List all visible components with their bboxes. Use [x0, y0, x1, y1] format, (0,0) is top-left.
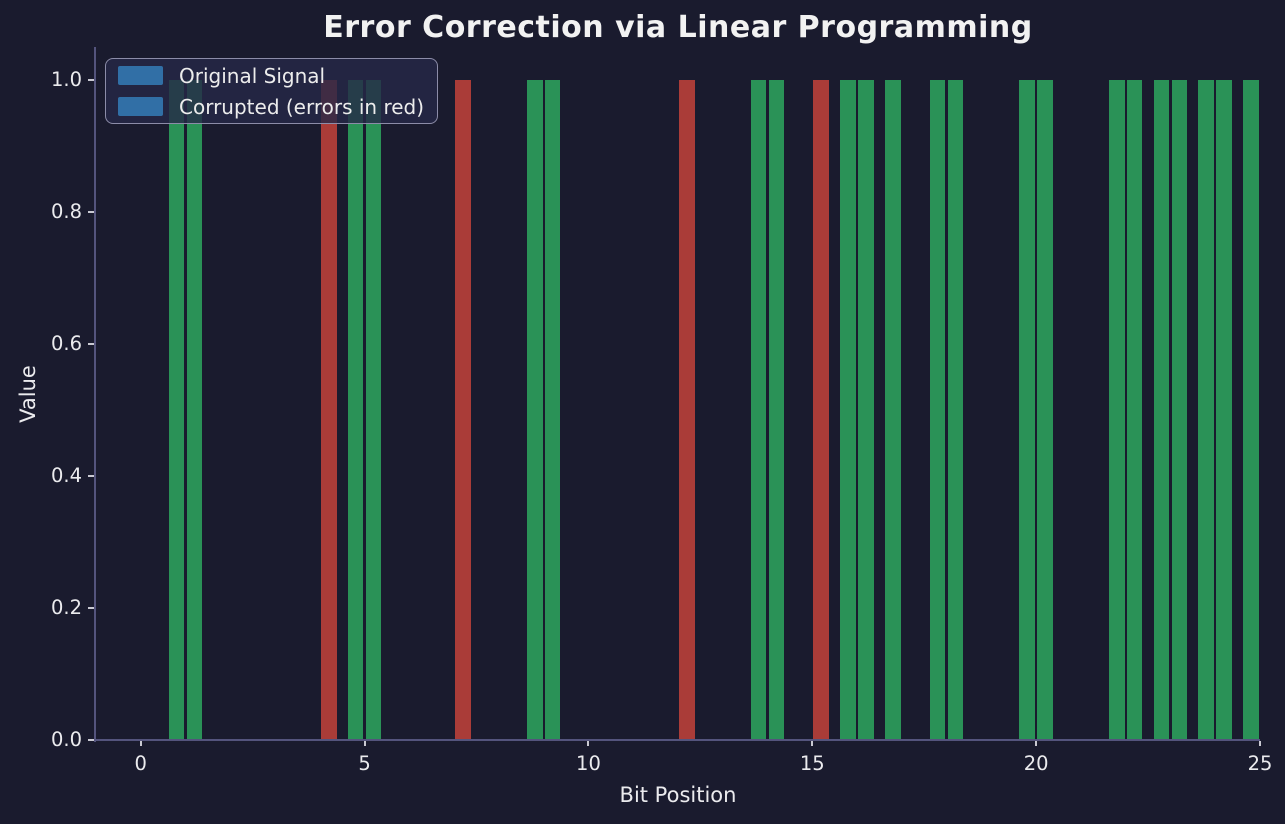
chart-title: Error Correction via Linear Programming: [323, 10, 1033, 45]
bar-corrupted-1: [186, 80, 203, 740]
x-tick-mark-25: [1259, 741, 1261, 746]
bar-corrupted-18: [947, 80, 964, 740]
bar-corrupted-23: [1171, 80, 1188, 740]
bar-corrupted-7: [455, 80, 471, 740]
y-tick-mark-0.6: [88, 343, 94, 345]
legend: Original Signal Corrupted (errors in red…: [105, 58, 438, 124]
y-axis-label: Value: [16, 365, 40, 423]
bar-original-25: [1243, 80, 1259, 740]
y-tick-label-0.8: 0.8: [50, 200, 82, 223]
legend-label-original: Original Signal: [179, 63, 326, 88]
y-tick-label-1: 1.0: [50, 68, 82, 91]
bar-corrupted-14: [768, 80, 785, 740]
legend-swatch-icon: [118, 66, 163, 85]
bar-corrupted-12: [679, 80, 695, 740]
y-tick-mark-0.4: [88, 475, 94, 477]
bar-original-18: [929, 80, 946, 740]
x-tick-mark-20: [1035, 741, 1038, 746]
bar-original-22: [1108, 80, 1125, 740]
bar-corrupted-4: [321, 80, 337, 740]
y-tick-mark-1: [88, 79, 94, 81]
bar-original-14: [750, 80, 767, 740]
y-tick-label-0: 0.0: [50, 728, 82, 751]
legend-label-corrupted: Corrupted (errors in red): [179, 94, 425, 119]
y-tick-label-0.2: 0.2: [50, 596, 82, 619]
y-tick-mark-0: [88, 739, 94, 741]
bar-corrupted-15: [813, 80, 830, 740]
bar-original-24: [1198, 80, 1215, 740]
y-tick-mark-0.8: [88, 211, 94, 213]
bar-corrupted-20: [1037, 80, 1053, 740]
bar-corrupted-9: [544, 80, 561, 740]
x-tick-label-10: 10: [576, 752, 601, 775]
x-tick-label-25: 25: [1247, 752, 1273, 775]
legend-row-original: Original Signal: [118, 64, 425, 88]
y-tick-label-0.6: 0.6: [50, 332, 82, 355]
bar-original-17: [885, 80, 901, 740]
y-tick-label-0.4: 0.4: [50, 464, 82, 487]
bar-original-16: [840, 80, 856, 740]
bar-corrupted-22: [1126, 80, 1143, 740]
x-tick-label-15: 15: [799, 752, 825, 775]
y-axis-spine: [94, 47, 96, 742]
x-axis-spine: [94, 739, 1260, 741]
bar-corrupted-5: [365, 80, 382, 740]
bar-corrupted-24: [1216, 80, 1232, 740]
x-tick-label-0: 0: [134, 752, 147, 775]
bar-original-5: [347, 80, 364, 740]
x-tick-mark-10: [587, 741, 590, 746]
bar-original-20: [1019, 80, 1036, 740]
bar-corrupted-16: [858, 80, 874, 740]
y-tick-mark-0.2: [88, 607, 94, 609]
x-tick-mark-5: [363, 741, 366, 746]
x-tick-label-20: 20: [1023, 752, 1049, 775]
x-tick-mark-15: [811, 741, 814, 746]
bar-original-1: [168, 80, 185, 740]
plot-area: [96, 47, 1260, 740]
x-tick-label-5: 5: [358, 752, 371, 775]
x-tick-mark-0: [139, 741, 142, 746]
bar-original-9: [526, 80, 543, 740]
bar-original-23: [1153, 80, 1170, 740]
x-axis-label: Bit Position: [619, 783, 737, 807]
legend-swatch-icon: [118, 97, 163, 116]
legend-row-corrupted: Corrupted (errors in red): [118, 95, 425, 119]
